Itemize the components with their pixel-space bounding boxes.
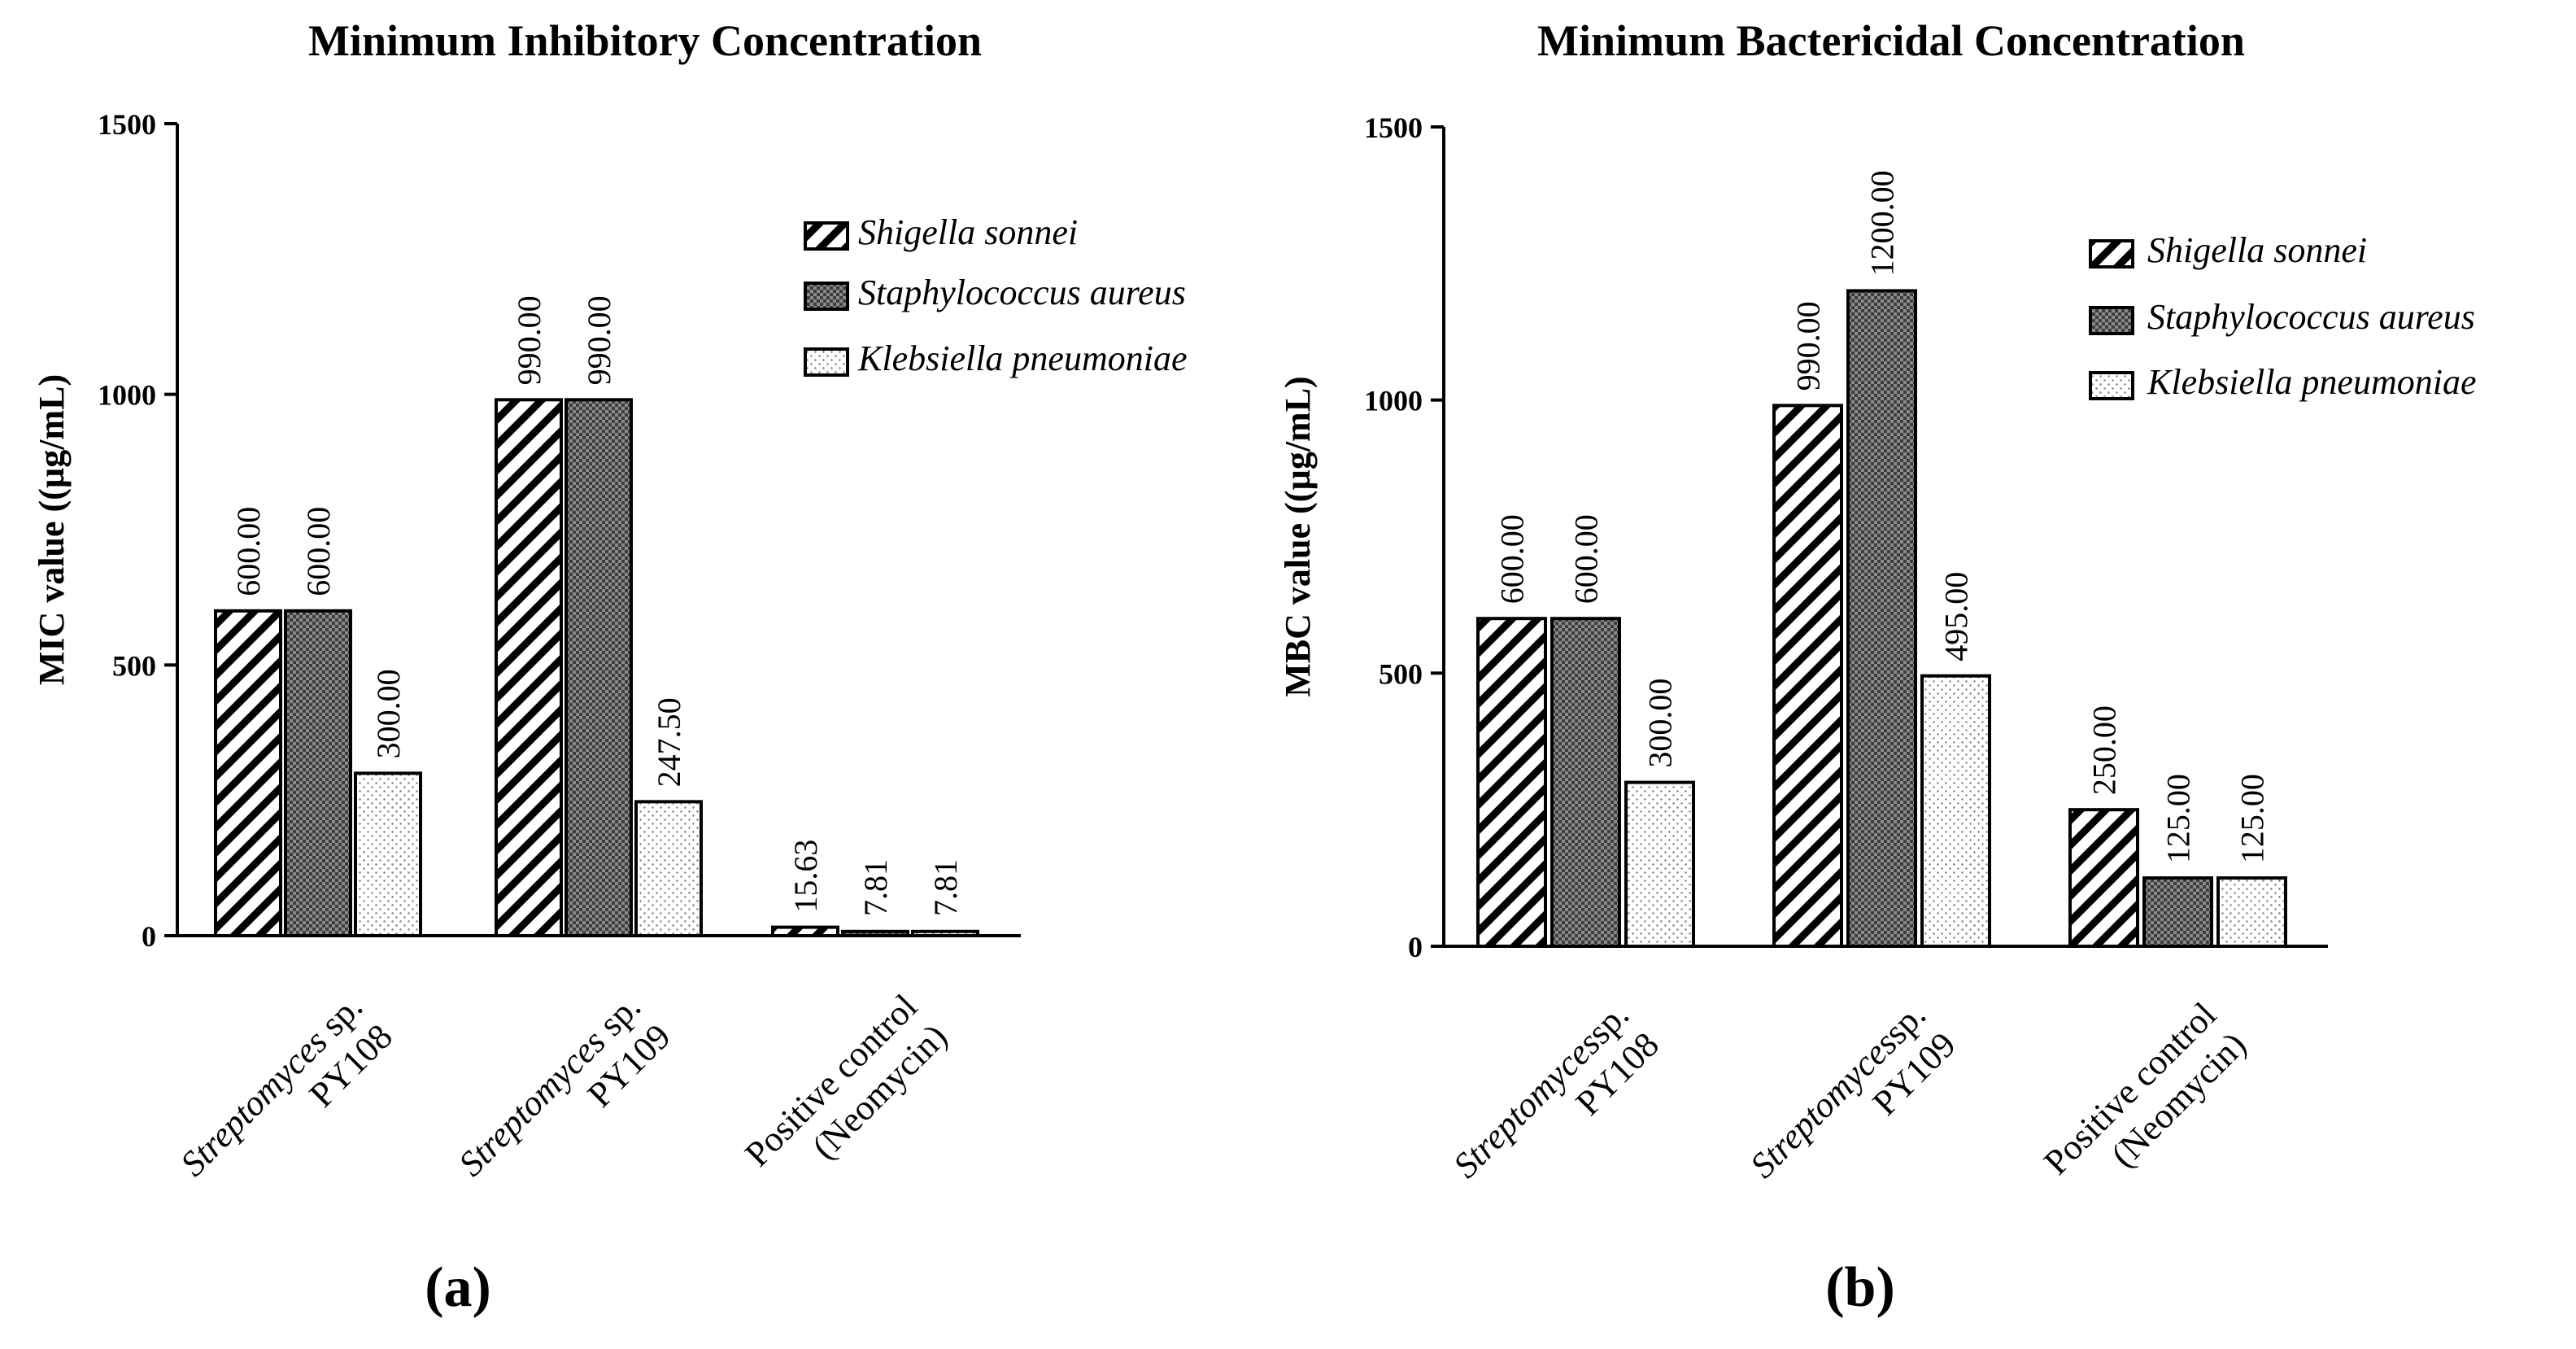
- data-label: 7.81: [927, 859, 964, 916]
- data-label: 600.00: [300, 507, 337, 596]
- y-tick-label: 0: [1408, 931, 1423, 963]
- data-label: 600.00: [1568, 514, 1605, 604]
- legend-swatch: [804, 282, 849, 311]
- data-label: 600.00: [1494, 514, 1531, 604]
- data-label: 990.00: [1790, 301, 1827, 391]
- bar: [214, 609, 282, 937]
- chart-panel-a: Minimum Inhibitory Concentration 0 500 1000…: [32, 16, 1188, 1319]
- bar: [1550, 617, 1621, 948]
- data-label: 247.50: [651, 697, 687, 787]
- data-label: 125.00: [2234, 774, 2271, 863]
- bar: [1920, 674, 1991, 948]
- chart-panel-b: Minimum Bactericidal Concentration 0 500 10…: [1278, 16, 2477, 1319]
- x-category-label: Positive control(Neomycin): [737, 986, 955, 1204]
- bar: [495, 398, 563, 937]
- legend-swatch: [2089, 371, 2134, 400]
- data-label: 990.00: [581, 295, 617, 385]
- legend-swatch: [2089, 239, 2134, 268]
- bar: [2068, 808, 2139, 949]
- bar: [841, 929, 909, 937]
- y-tick-label: 1500: [98, 108, 156, 141]
- legend-label: Klebsiella pneumoniae: [2147, 362, 2477, 402]
- x-category-label: Streptomyces sp.PY109: [451, 986, 678, 1213]
- x-category-label: Streptomycessp.PY108: [1445, 994, 1667, 1216]
- y-tick-label: 1000: [1364, 385, 1423, 417]
- y-axis-label: MIC value ((µg/mL): [32, 374, 72, 685]
- x-category-label: Streptomyces sp.PY108: [172, 986, 399, 1213]
- x-category-italic: Streptomyces: [172, 1022, 334, 1184]
- legend-label: Staphylococcus aureus: [858, 273, 1186, 312]
- y-tick-label: 500: [1379, 657, 1423, 690]
- bar: [771, 925, 839, 937]
- legend-label: Klebsiella pneumoniae: [857, 338, 1188, 378]
- panel-label: (a): [425, 1256, 491, 1319]
- chart-title: Minimum Inhibitory Concentration: [308, 16, 982, 65]
- bar: [1772, 404, 1843, 948]
- legend-label: Shigella sonnei: [2147, 230, 2367, 270]
- data-label: 15.63: [787, 840, 824, 913]
- y-tick-label: 1000: [98, 379, 156, 412]
- y-tick-label: 0: [142, 920, 156, 953]
- legend-swatch: [804, 221, 849, 251]
- data-label: 125.00: [2160, 774, 2197, 863]
- data-label: 600.00: [230, 507, 267, 596]
- y-tick-label: 500: [112, 649, 156, 682]
- bar: [354, 771, 422, 938]
- data-label: 300.00: [370, 669, 407, 758]
- data-label: 495.00: [1938, 572, 1975, 661]
- legend-swatch: [804, 347, 849, 377]
- x-category-italic: Streptomyces: [451, 1022, 612, 1184]
- legend-label: Staphylococcus aureus: [2147, 297, 2475, 337]
- x-category-label: Streptomycessp.PY109: [1742, 994, 1964, 1216]
- bar: [284, 609, 352, 937]
- y-axis-label: MBC value ((µg/mL): [1278, 376, 1318, 696]
- bar: [1624, 780, 1695, 948]
- bar: [911, 929, 979, 937]
- bar: [1476, 617, 1547, 948]
- x-category-label: Positive control(Neomycin): [2036, 994, 2254, 1212]
- bar: [2216, 876, 2287, 949]
- legend-swatch: [2089, 306, 2134, 335]
- bar: [634, 800, 703, 938]
- data-label: 990.00: [511, 295, 547, 385]
- bar: [1846, 289, 1917, 948]
- data-label: 7.81: [857, 859, 894, 916]
- chart-title: Minimum Bactericidal Concentration: [1537, 16, 2245, 65]
- y-tick-label: 1500: [1364, 111, 1423, 144]
- panel-label: (b): [1825, 1256, 1895, 1319]
- bar: [564, 398, 633, 937]
- legend-label: Shigella sonnei: [858, 212, 1078, 252]
- bar: [2142, 876, 2213, 949]
- data-label: 300.00: [1642, 679, 1679, 768]
- data-label: 1200.00: [1864, 170, 1901, 276]
- data-label: 250.00: [2086, 705, 2123, 795]
